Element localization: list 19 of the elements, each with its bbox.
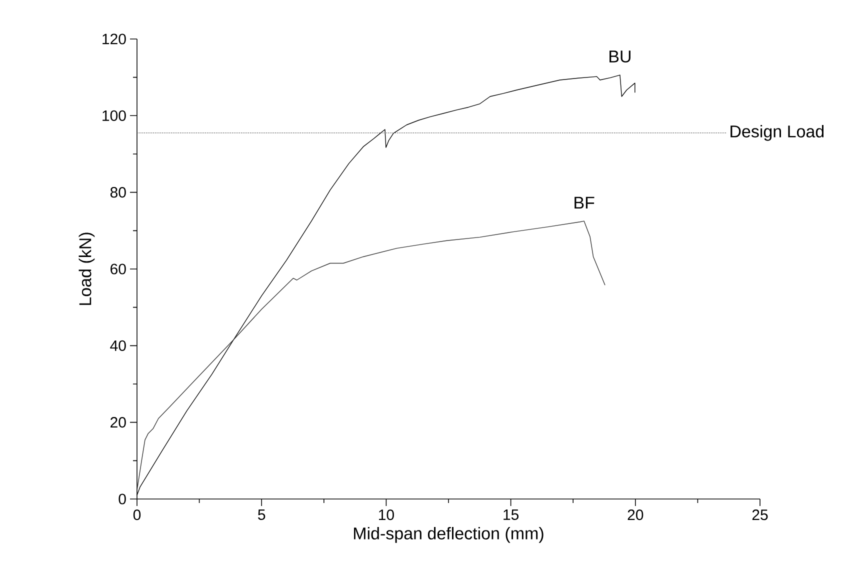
x-tick-label: 10 [379,510,394,520]
y-tick-label: 20 [110,417,126,428]
y-tick-label: 60 [110,264,126,274]
series-label: BU [610,50,630,63]
x-tick-label: 25 [752,510,768,520]
y-tick-label: 40 [110,340,126,351]
y-tick-label: 80 [110,187,126,198]
line-series [136,220,606,491]
ref-line-label: Design Load [730,124,824,141]
series-label: BF [574,196,594,209]
x-tick-label: 5 [258,510,266,520]
x-tick-label: 0 [133,510,141,520]
x-tick-label: 20 [628,510,644,520]
y-tick-label: 120 [102,34,126,44]
x-tick-label: 15 [504,510,519,520]
y-tick-label: 100 [102,110,126,121]
y-tick-label: 0 [118,494,126,504]
x-axis-title: Mid-span deflection (mm) [354,526,544,543]
y-axis-title: Load (kN) [78,232,95,305]
